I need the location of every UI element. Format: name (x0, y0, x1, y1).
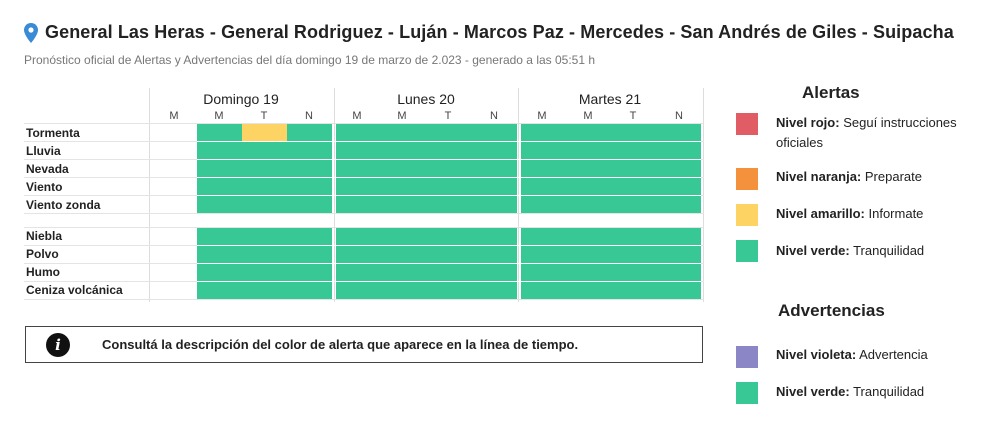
day-label-lunes: Lunes 20 (397, 91, 455, 107)
row-divider (24, 123, 704, 124)
period-label: T (260, 110, 268, 122)
alert-band-lunes-group1 (336, 124, 517, 213)
band-gap (197, 281, 701, 282)
legend-swatch-violeta (736, 346, 758, 368)
day-label-martes: Martes 21 (578, 91, 642, 107)
alert-timeline: Domingo 19 Lunes 20 Martes 21 M M T N M … (24, 88, 704, 302)
period-label: M (583, 110, 593, 122)
page-header: General Las Heras - General Rodriguez - … (24, 22, 954, 43)
row-label-lluvia: Lluvia (26, 144, 61, 158)
row-divider (24, 213, 704, 214)
legend-swatch-rojo (736, 113, 758, 135)
alert-band-martes-group1 (521, 124, 701, 213)
row-label-niebla: Niebla (26, 229, 63, 243)
period-label: M (352, 110, 362, 122)
location-pin-icon (24, 22, 38, 43)
alert-cell-yellow-tormenta[interactable] (242, 124, 287, 141)
legend-item-amarillo: Nivel amarillo: Informate (776, 206, 924, 221)
legend-swatch-verde-advertencia (736, 382, 758, 404)
legend-swatch-verde (736, 240, 758, 262)
legend-item-verde: Nivel verde: Tranquilidad (776, 243, 925, 258)
info-box: i Consultá la descripción del color de a… (25, 326, 703, 363)
legend-item-rojo: Nivel rojo: Seguí instrucciones oficiale… (776, 115, 957, 150)
row-label-viento-zonda: Viento zonda (26, 198, 101, 212)
page-title: General Las Heras - General Rodriguez - … (45, 22, 954, 42)
period-label: N (305, 110, 313, 122)
period-label: N (675, 110, 683, 122)
info-text: Consultá la descripción del color de ale… (102, 337, 579, 352)
band-gap (197, 245, 701, 246)
info-icon: i (46, 332, 70, 357)
row-label-ceniza-volcanica: Ceniza volcánica (26, 283, 123, 297)
legend-heading-advertencias: Advertencias (778, 301, 885, 320)
legend-swatch-amarillo (736, 204, 758, 226)
period-label: M (537, 110, 547, 122)
legend-item-naranja: Nivel naranja: Preparate (776, 169, 922, 184)
period-label: T (629, 110, 637, 122)
period-label: M (214, 110, 224, 122)
band-gap (197, 263, 701, 264)
legend-heading-alertas: Alertas (802, 83, 860, 102)
band-gap (197, 159, 701, 160)
page-subtitle: Pronóstico oficial de Alertas y Adverten… (24, 53, 596, 67)
row-label-viento: Viento (26, 180, 63, 194)
legend-swatch-naranja (736, 168, 758, 190)
band-gap (197, 177, 701, 178)
period-label: M (169, 110, 179, 122)
legend-item-verde-advertencia: Nivel verde: Tranquilidad (776, 384, 925, 399)
row-label-tormenta: Tormenta (26, 126, 80, 140)
legend-item-violeta: Nivel violeta: Advertencia (776, 347, 928, 362)
row-label-nevada: Nevada (26, 162, 69, 176)
period-label: N (490, 110, 498, 122)
period-label: M (397, 110, 407, 122)
day-label-domingo: Domingo 19 (203, 91, 279, 107)
row-label-polvo: Polvo (26, 247, 59, 261)
row-label-humo: Humo (26, 265, 60, 279)
period-label: T (444, 110, 452, 122)
band-gap (197, 141, 701, 142)
row-divider (24, 227, 704, 228)
row-divider (24, 299, 704, 300)
band-gap (197, 195, 701, 196)
